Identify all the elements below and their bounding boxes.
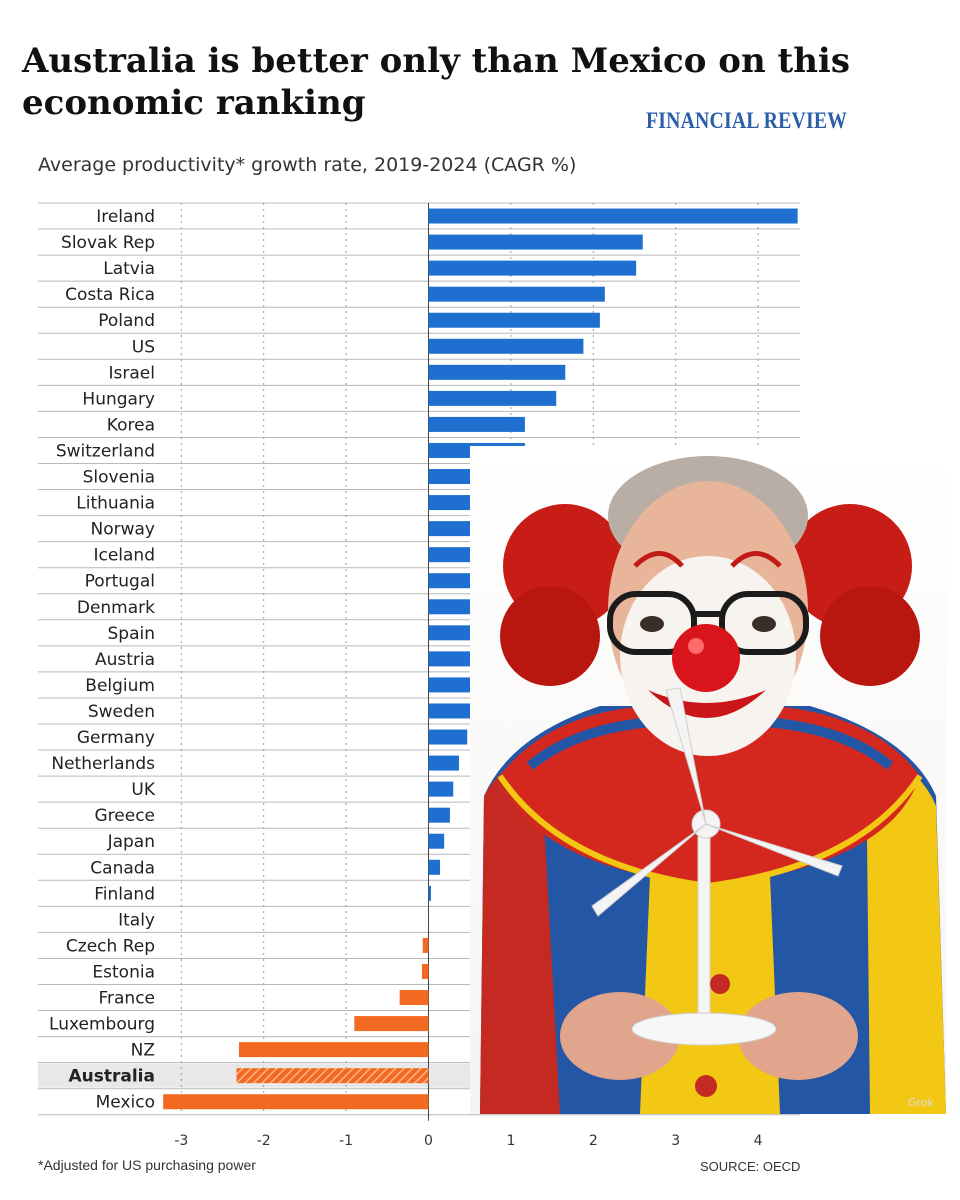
bar-latvia bbox=[428, 260, 637, 276]
category-label: Slovenia bbox=[83, 468, 155, 488]
footnote: *Adjusted for US purchasing power bbox=[38, 1157, 256, 1173]
bar-israel bbox=[428, 364, 566, 380]
x-tick-label: 3 bbox=[671, 1133, 680, 1149]
category-label: Australia bbox=[69, 1067, 156, 1087]
category-label: Portugal bbox=[85, 572, 155, 592]
category-label: Israel bbox=[109, 363, 155, 383]
x-tick-label: -1 bbox=[339, 1133, 353, 1149]
bar-nz bbox=[238, 1042, 429, 1058]
bar-australia bbox=[236, 1068, 429, 1084]
bar-us bbox=[428, 338, 584, 354]
category-label: Canada bbox=[90, 858, 155, 878]
category-label: Korea bbox=[107, 415, 155, 435]
category-label: Hungary bbox=[82, 389, 155, 409]
bar-luxembourg bbox=[354, 1016, 429, 1032]
category-label: Spain bbox=[108, 624, 156, 644]
category-label: NZ bbox=[131, 1041, 155, 1061]
category-label: Estonia bbox=[92, 962, 155, 982]
category-label: Sweden bbox=[88, 702, 155, 722]
category-label: Latvia bbox=[103, 259, 155, 279]
category-label: Japan bbox=[107, 832, 155, 852]
headline: Australia is better only than Mexico on … bbox=[22, 41, 850, 123]
category-label: Poland bbox=[98, 311, 155, 331]
category-label: Italy bbox=[118, 910, 155, 930]
category-label: US bbox=[132, 337, 155, 357]
category-label: Finland bbox=[94, 884, 155, 904]
category-label: Mexico bbox=[96, 1093, 155, 1113]
x-tick-label: -3 bbox=[174, 1133, 188, 1149]
bar-poland bbox=[428, 312, 600, 328]
category-label: Costa Rica bbox=[65, 285, 155, 305]
bar-greece bbox=[428, 807, 450, 823]
brand-logo: FINANCIAL REVIEW bbox=[646, 108, 848, 133]
category-label: Iceland bbox=[93, 546, 155, 566]
category-label: Czech Rep bbox=[66, 936, 155, 956]
bar-czech-rep bbox=[422, 937, 429, 953]
bar-canada bbox=[428, 859, 441, 875]
bar-estonia bbox=[421, 963, 429, 979]
bar-belgium bbox=[428, 677, 478, 693]
x-tick-label: 2 bbox=[589, 1133, 598, 1149]
bar-hungary bbox=[428, 390, 557, 406]
category-label: Luxembourg bbox=[49, 1015, 155, 1035]
category-label: Ireland bbox=[96, 207, 155, 227]
bar-germany bbox=[428, 729, 468, 745]
grok-watermark: Grok bbox=[908, 1096, 935, 1109]
bar-france bbox=[399, 990, 429, 1006]
category-label: Germany bbox=[77, 728, 155, 748]
category-label: UK bbox=[131, 780, 155, 800]
category-label: Belgium bbox=[85, 676, 155, 696]
category-label: Lithuania bbox=[76, 494, 155, 514]
bar-japan bbox=[428, 833, 445, 849]
category-label: Netherlands bbox=[51, 754, 155, 774]
bar-sweden bbox=[428, 703, 477, 719]
bar-austria bbox=[428, 651, 483, 667]
bar-korea bbox=[428, 416, 525, 432]
x-tick-label: 1 bbox=[506, 1133, 515, 1149]
category-label: Greece bbox=[94, 806, 155, 826]
category-label: Switzerland bbox=[56, 441, 155, 461]
bar-mexico bbox=[163, 1094, 429, 1110]
bar-ireland bbox=[428, 208, 798, 224]
chart-title: Average productivity* growth rate, 2019-… bbox=[38, 154, 577, 176]
bar-uk bbox=[428, 781, 454, 797]
clown-photo: Grok bbox=[470, 446, 946, 1114]
source-note: SOURCE: OECD bbox=[700, 1159, 801, 1174]
bar-costa-rica bbox=[428, 286, 605, 302]
x-tick-label: -2 bbox=[257, 1133, 271, 1149]
category-label: Norway bbox=[91, 520, 156, 540]
x-tick-label: 0 bbox=[424, 1133, 433, 1149]
category-label: Slovak Rep bbox=[61, 233, 155, 253]
bar-finland bbox=[428, 885, 431, 901]
category-label: Austria bbox=[95, 650, 155, 670]
category-label: Denmark bbox=[77, 598, 155, 618]
category-label: France bbox=[98, 989, 155, 1009]
x-tick-label: 4 bbox=[754, 1133, 763, 1149]
bar-slovak-rep bbox=[428, 234, 643, 250]
bar-netherlands bbox=[428, 755, 459, 771]
